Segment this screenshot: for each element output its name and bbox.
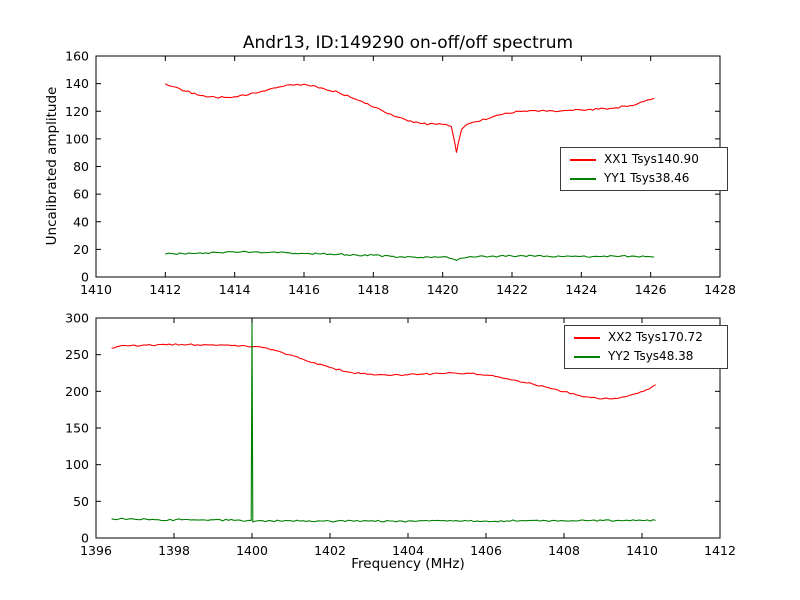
y-tick-label: 250 bbox=[65, 347, 89, 362]
x-tick-label: 1428 bbox=[704, 282, 736, 297]
x-tick-label: 1406 bbox=[470, 543, 502, 558]
subplot-2: 1396 1398 1400 1402 1404 1406 1408 1410 1412 0 50 1… bbox=[65, 311, 736, 559]
x-tick-label: 1400 bbox=[236, 543, 268, 558]
legend-label-yy1: YY1 Tsys38.46 bbox=[604, 171, 690, 185]
y-tick-label: 20 bbox=[73, 242, 89, 257]
legend-line-xx2 bbox=[574, 336, 600, 339]
y-tick-label: 60 bbox=[73, 187, 89, 202]
y-tick-label: 160 bbox=[65, 49, 89, 64]
x-tick-label: 1404 bbox=[392, 543, 424, 558]
x-tick-label: 1414 bbox=[219, 282, 251, 297]
x-tick-label: 1396 bbox=[80, 543, 112, 558]
y-tick-label: 120 bbox=[65, 104, 89, 119]
legend-label-xx1: XX1 Tsys140.90 bbox=[604, 152, 699, 166]
legend-entry-yy1: YY1 Tsys38.46 bbox=[570, 172, 718, 185]
y-tick-label: 300 bbox=[65, 311, 89, 326]
line-yy1 bbox=[165, 250, 655, 262]
line-xx1 bbox=[165, 83, 655, 153]
legend-line-yy1 bbox=[570, 177, 596, 180]
x-tick-label: 1412 bbox=[704, 543, 736, 558]
x-tick-label: 1398 bbox=[158, 543, 190, 558]
x-tick-label: 1420 bbox=[427, 282, 459, 297]
x-tick-label: 1402 bbox=[314, 543, 346, 558]
line-xx2 bbox=[111, 343, 656, 400]
legend-entry-yy2: YY2 Tsys48.38 bbox=[574, 350, 718, 363]
legend-bottom: XX2 Tsys170.72 YY2 Tsys48.38 bbox=[564, 325, 728, 369]
y-tick-label: 40 bbox=[73, 214, 89, 229]
figure-title: Andr13, ID:149290 on-off/off spectrum bbox=[242, 33, 574, 53]
x-tick-label: 1424 bbox=[565, 282, 597, 297]
y-tick-label: 150 bbox=[65, 421, 89, 436]
x-tick-label: 1422 bbox=[496, 282, 528, 297]
legend-label-yy2: YY2 Tsys48.38 bbox=[608, 349, 694, 363]
x-axis-label: Frequency (MHz) bbox=[351, 556, 465, 572]
y-tick-label: 0 bbox=[81, 270, 89, 285]
x-tick-label: 1426 bbox=[635, 282, 667, 297]
x-tick-label: 1418 bbox=[357, 282, 389, 297]
x-tick-label: 1408 bbox=[548, 543, 580, 558]
legend-label-xx2: XX2 Tsys170.72 bbox=[608, 330, 703, 344]
legend-line-yy2 bbox=[574, 355, 600, 358]
y-tick-label: 0 bbox=[81, 531, 89, 546]
x-tick-label: 1410 bbox=[80, 282, 112, 297]
y-tick-label: 50 bbox=[73, 494, 89, 509]
legend-entry-xx1: XX1 Tsys140.90 bbox=[570, 153, 718, 166]
line-yy2 bbox=[111, 318, 656, 523]
legend-line-xx1 bbox=[570, 158, 596, 161]
x-tick-label: 1410 bbox=[626, 543, 658, 558]
legend-entry-xx2: XX2 Tsys170.72 bbox=[574, 331, 718, 344]
y-tick-label: 140 bbox=[65, 76, 89, 91]
legend-top: XX1 Tsys140.90 YY1 Tsys38.46 bbox=[560, 147, 728, 191]
subplot-1: 1410 1412 1414 1416 1418 1420 1422 1424 1426 1428… bbox=[65, 49, 736, 298]
y-tick-label: 100 bbox=[65, 457, 89, 472]
x-tick-label: 1416 bbox=[288, 282, 320, 297]
y-tick-label: 100 bbox=[65, 131, 89, 146]
y-tick-label: 80 bbox=[73, 159, 89, 174]
x-tick-label: 1412 bbox=[149, 282, 181, 297]
y-tick-label: 200 bbox=[65, 384, 89, 399]
